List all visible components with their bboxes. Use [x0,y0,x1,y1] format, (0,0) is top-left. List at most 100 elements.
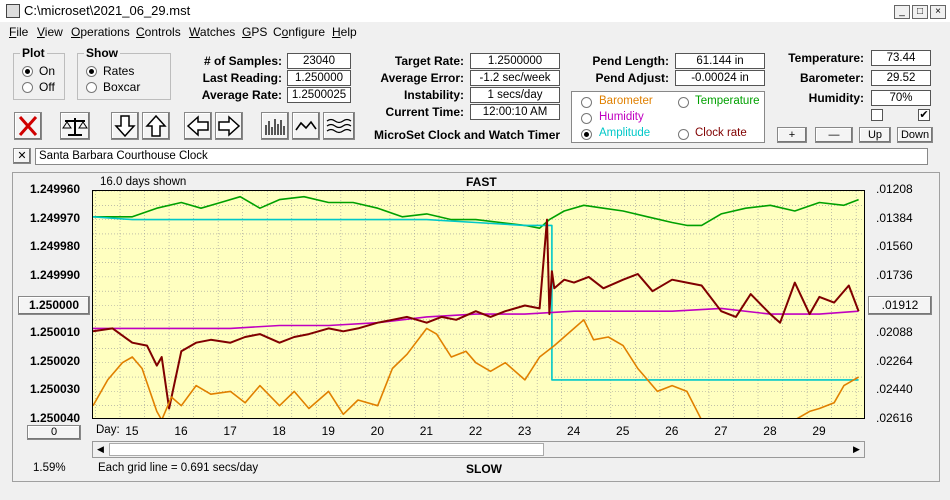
scroll-thumb[interactable] [109,443,544,456]
legend-barometer: Barometer [599,95,653,107]
scroll-left-arrow-icon[interactable]: ◀ [97,444,104,454]
env-left-checkbox[interactable] [871,109,883,121]
app-name: MicroSet Clock and Watch Timer [374,128,561,142]
legend-barometer-radio[interactable] [581,97,592,108]
menu-view[interactable]: View [37,25,63,39]
average-error-value: -1.2 sec/week [470,70,560,86]
left-arrow-button[interactable] [184,112,212,140]
horizontal-scrollbar[interactable]: ◀ ▶ [92,441,865,458]
grid-note: Each grid line = 0.691 secs/day [98,462,259,474]
up-arrow-button[interactable] [142,112,170,140]
menu-gps[interactable]: GPS [242,25,268,39]
y-tick-left: 1.250030 [30,382,81,397]
barometer-value: 29.52 [871,70,931,86]
percent-label: 1.59% [33,462,66,474]
menu-help[interactable]: Help [332,25,357,39]
menu-configure[interactable]: Configure [273,25,326,39]
arrow-right-icon [218,115,241,137]
y-tick-left: 1.249990 [30,267,81,282]
plot-off-radio[interactable] [22,82,33,93]
show-rates-label: Rates [103,64,135,78]
x-tick: 18 [272,424,286,438]
legend-clock-rate: Clock rate [695,127,747,139]
balance-button[interactable] [60,112,90,140]
env-plus-button[interactable]: + [777,127,807,143]
samples-value: 23040 [287,53,351,69]
series-line-amplitude [93,216,859,381]
close-icon: ✕ [17,150,27,162]
x-tick: 27 [714,424,728,438]
clock-close-button[interactable]: ✕ [13,148,31,164]
last-reading-label: Last Reading: [202,71,282,85]
line-graph-button[interactable] [292,112,320,140]
target-rate-value: 1.2500000 [470,53,560,69]
barometer-label: Barometer: [799,71,864,85]
bottom-left-button[interactable]: 0 [27,425,81,440]
bar-graph-button[interactable] [261,112,289,140]
minimize-button[interactable]: _ [894,5,910,19]
window-title: C:\microset\2021_06_29.mst [24,3,191,18]
x-tick: 26 [665,424,679,438]
wave-graph-button[interactable] [323,112,355,140]
menu-watches[interactable]: Watches [189,25,236,39]
days-shown-label: 16.0 days shown [100,176,187,188]
y-tick-right: .02440 [876,382,913,397]
legend-humidity-radio[interactable] [581,113,592,124]
day-label: Day: [96,424,120,436]
right-axis-button[interactable]: .01912 [868,296,932,315]
instability-value: 1 secs/day [470,87,560,103]
arrow-left-icon [186,115,209,137]
title-bar: C:\microset\2021_06_29.mst _ □ × [0,0,950,22]
y-tick-left: 1.250040 [30,411,81,425]
scroll-right-arrow-icon[interactable]: ▶ [853,444,860,454]
temperature-label: Temperature: [788,51,864,65]
clear-button[interactable] [14,112,42,140]
left-axis-button[interactable]: 1.250000 [18,296,90,315]
legend-clock-rate-radio[interactable] [678,129,689,140]
legend-temperature-radio[interactable] [678,97,689,108]
show-group [77,53,171,100]
app-icon [6,4,20,18]
legend-humidity: Humidity [599,111,644,123]
menu-operations[interactable]: Operations [71,25,130,39]
average-rate-label: Average Rate: [201,88,282,102]
x-tick: 23 [517,424,532,438]
clock-name-field[interactable]: Santa Barbara Courthouse Clock [35,148,928,165]
show-rates-radio[interactable] [86,66,97,77]
menu-file[interactable]: File [9,25,29,39]
env-right-checkbox[interactable]: ✔ [918,109,930,121]
y-tick-left: 1.249960 [30,182,81,196]
menu-controls[interactable]: Controls [136,25,181,39]
last-reading-value: 1.250000 [287,70,351,86]
y-tick-left: 1.250010 [30,325,81,340]
y-tick-left: 1.250020 [30,353,81,368]
x-tick: 20 [370,424,385,438]
env-minus-button[interactable]: — [815,127,853,143]
average-error-label: Average Error: [380,71,464,85]
legend-amplitude-radio[interactable] [581,129,592,140]
env-up-button[interactable]: Up [859,127,891,143]
y-tick-right: .01560 [876,239,913,254]
arrow-up-icon [145,114,167,137]
pend-adjust-value: -0.00024 in [675,70,765,86]
show-boxcar-radio[interactable] [86,82,97,93]
legend-temperature: Temperature [695,95,760,107]
right-arrow-button[interactable] [215,112,243,140]
close-window-button[interactable]: × [930,5,946,19]
maximize-button[interactable]: □ [912,5,928,19]
x-tick: 25 [616,424,630,438]
x-tick: 24 [566,424,581,438]
arrow-down-icon [114,115,136,138]
pend-adjust-label: Pend Adjust: [595,71,669,85]
x-tick: 22 [468,424,483,438]
plot-group-title: Plot [20,46,47,60]
current-time-label: Current Time: [385,105,464,119]
y-tick-right: .01384 [876,210,913,225]
down-arrow-button[interactable] [111,112,139,140]
y-tick-left: 1.249980 [30,239,81,254]
plot-on-radio[interactable] [22,66,33,77]
y-tick-right: .02088 [876,325,913,340]
env-down-button[interactable]: Down [897,127,933,143]
bar-graph-icon [265,119,285,135]
scale-balance-icon [62,118,88,136]
